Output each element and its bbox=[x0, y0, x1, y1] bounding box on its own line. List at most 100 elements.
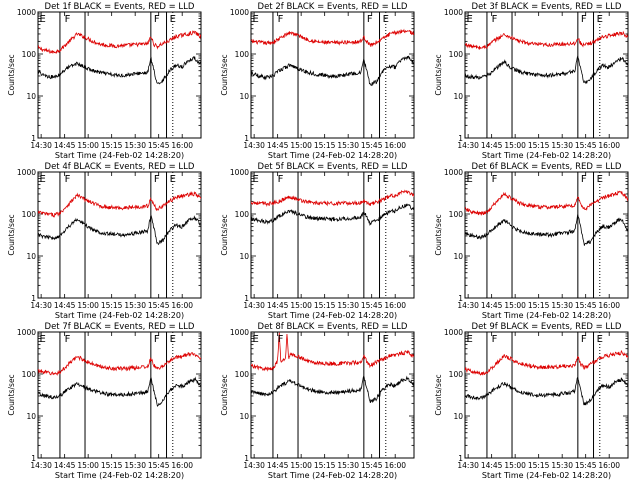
x-tick-label: 14:30 bbox=[457, 301, 479, 310]
y-tick-label: 1 bbox=[31, 134, 36, 143]
x-tick-label: 16:00 bbox=[171, 461, 193, 470]
y-tick-label: 1000 bbox=[230, 168, 249, 177]
x-tick-label: 15:45 bbox=[148, 141, 170, 150]
interval-marker-label: F bbox=[65, 334, 71, 345]
interval-marker-label: F bbox=[278, 174, 284, 185]
interval-marker-label: E bbox=[170, 14, 176, 25]
interval-marker-label: E bbox=[40, 14, 46, 25]
lld-series-line bbox=[38, 190, 201, 218]
panel-title: Det 3f BLACK = Events, RED = LLD bbox=[472, 2, 622, 12]
x-tick-label: 14:30 bbox=[30, 301, 52, 310]
interval-marker-label: F bbox=[581, 174, 587, 185]
y-axis-label: Counts/sec bbox=[220, 214, 229, 255]
x-tick-label: 15:45 bbox=[575, 301, 597, 310]
panel-det-5: Det 5f BLACK = Events, RED = LLD 1 10 100 10… bbox=[220, 162, 415, 320]
x-tick-label: 14:30 bbox=[30, 461, 52, 470]
y-tick-label: 10 bbox=[453, 412, 463, 421]
x-tick-label: 14:45 bbox=[267, 461, 289, 470]
x-tick-label: 16:00 bbox=[598, 301, 620, 310]
x-tick-label: 16:00 bbox=[384, 301, 406, 310]
panel-title: Det 1f BLACK = Events, RED = LLD bbox=[45, 2, 195, 12]
x-tick-label: 15:00 bbox=[77, 141, 99, 150]
y-tick-label: 1 bbox=[31, 294, 36, 303]
interval-marker-label: F bbox=[278, 14, 284, 25]
x-tick-label: 15:45 bbox=[361, 461, 383, 470]
x-tick-label: 14:45 bbox=[267, 141, 289, 150]
x-tick-label: 16:00 bbox=[384, 141, 406, 150]
x-tick-label: 15:30 bbox=[124, 461, 146, 470]
interval-marker-label: E bbox=[40, 334, 46, 345]
y-axis-label: Counts/sec bbox=[220, 374, 229, 415]
y-tick-label: 1000 bbox=[444, 8, 463, 17]
interval-marker-label: E bbox=[597, 14, 603, 25]
x-tick-label: 14:45 bbox=[54, 141, 76, 150]
x-tick-label: 15:00 bbox=[77, 301, 99, 310]
plot-area bbox=[465, 172, 628, 298]
x-tick-label: 14:30 bbox=[243, 301, 265, 310]
events-series-line bbox=[465, 54, 628, 85]
x-tick-label: 14:45 bbox=[54, 461, 76, 470]
interval-marker-label: E bbox=[383, 334, 389, 345]
x-tick-label: 14:30 bbox=[457, 461, 479, 470]
axes-frame bbox=[464, 331, 629, 459]
interval-marker-label: E bbox=[467, 14, 473, 25]
y-tick-label: 10 bbox=[239, 92, 249, 101]
interval-marker-label: F bbox=[278, 334, 284, 345]
y-tick-label: 10 bbox=[26, 412, 36, 421]
x-tick-label: 14:45 bbox=[54, 301, 76, 310]
x-tick-label: 15:30 bbox=[551, 301, 573, 310]
x-tick-label: 14:45 bbox=[481, 141, 503, 150]
x-tick-label: 14:45 bbox=[481, 461, 503, 470]
lld-series-line bbox=[465, 349, 628, 376]
interval-marker-label: F bbox=[154, 334, 160, 345]
interval-marker-label: F bbox=[492, 334, 498, 345]
y-tick-label: 10 bbox=[239, 412, 249, 421]
x-tick-label: 15:30 bbox=[337, 141, 359, 150]
y-tick-label: 1 bbox=[31, 454, 36, 463]
x-tick-label: 15:45 bbox=[148, 461, 170, 470]
x-axis-label: Start Time (24-Feb-02 14:28:20) bbox=[482, 311, 611, 320]
interval-marker-label: E bbox=[383, 14, 389, 25]
x-tick-label: 15:30 bbox=[337, 301, 359, 310]
events-series-line bbox=[38, 376, 201, 407]
interval-marker-label: E bbox=[467, 334, 473, 345]
events-series-line bbox=[465, 214, 628, 246]
y-tick-label: 100 bbox=[449, 370, 464, 379]
y-axis-label: Counts/sec bbox=[434, 214, 443, 255]
panel-det-1: Det 1f BLACK = Events, RED = LLD 1 10 100 10… bbox=[7, 2, 202, 160]
x-tick-label: 15:15 bbox=[528, 461, 550, 470]
panel-title: Det 9f BLACK = Events, RED = LLD bbox=[472, 322, 622, 332]
axes-frame bbox=[37, 11, 202, 139]
plot-area bbox=[465, 332, 628, 458]
y-axis-label: Counts/sec bbox=[7, 54, 16, 95]
x-tick-label: 15:00 bbox=[504, 301, 526, 310]
plot-area bbox=[38, 12, 201, 138]
lld-series-line bbox=[38, 30, 201, 55]
plot-area bbox=[38, 332, 201, 458]
interval-marker-label: E bbox=[40, 174, 46, 185]
panel-title: Det 6f BLACK = Events, RED = LLD bbox=[472, 162, 622, 172]
interval-marker-label: F bbox=[581, 14, 587, 25]
y-tick-label: 1000 bbox=[444, 328, 463, 337]
x-axis-label: Start Time (24-Feb-02 14:28:20) bbox=[268, 151, 397, 160]
y-tick-label: 1000 bbox=[230, 328, 249, 337]
interval-marker-label: E bbox=[253, 14, 259, 25]
y-tick-label: 1000 bbox=[444, 168, 463, 177]
interval-marker-label: F bbox=[367, 334, 373, 345]
axes-frame bbox=[250, 331, 415, 459]
axes-frame bbox=[37, 331, 202, 459]
y-tick-label: 100 bbox=[449, 50, 464, 59]
y-tick-label: 1000 bbox=[230, 8, 249, 17]
x-tick-label: 14:30 bbox=[243, 461, 265, 470]
events-series-line bbox=[251, 203, 414, 226]
lld-series-line bbox=[251, 189, 414, 207]
x-tick-label: 16:00 bbox=[171, 141, 193, 150]
y-tick-label: 100 bbox=[235, 210, 250, 219]
interval-marker-label: F bbox=[367, 174, 373, 185]
interval-marker-label: E bbox=[467, 174, 473, 185]
x-tick-label: 15:00 bbox=[504, 141, 526, 150]
panel-title: Det 7f BLACK = Events, RED = LLD bbox=[45, 322, 195, 332]
y-tick-label: 10 bbox=[26, 252, 36, 261]
x-tick-label: 15:15 bbox=[314, 141, 336, 150]
interval-marker-label: E bbox=[253, 334, 259, 345]
